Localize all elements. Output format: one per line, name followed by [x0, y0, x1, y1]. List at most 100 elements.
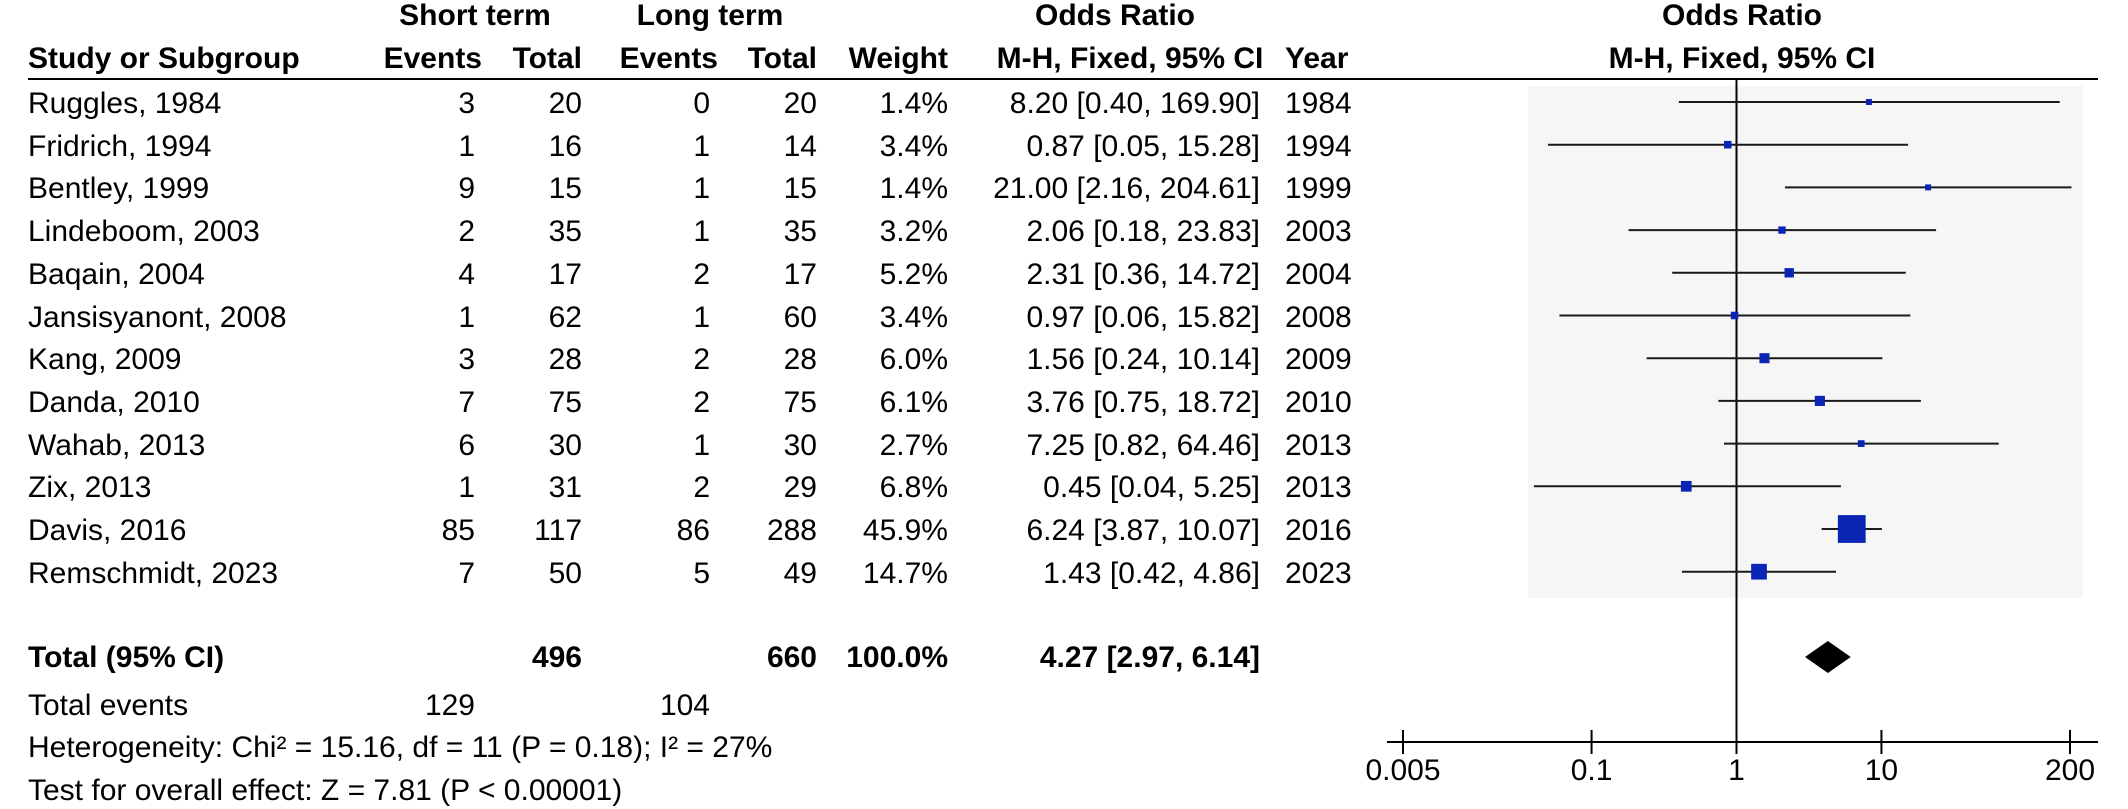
total-n2: 660 [766, 641, 817, 674]
total1-cell: 16 [548, 129, 582, 163]
year-cell: 2004 [1285, 257, 1352, 291]
events2-cell: 2 [693, 343, 710, 377]
total1-cell: 50 [548, 556, 582, 590]
events1-cell: 3 [458, 87, 475, 120]
total-events-e2: 104 [659, 689, 710, 722]
ci-text-cell: 7.25 [0.82, 64.46] [1026, 428, 1260, 462]
weight-cell: 14.7% [862, 556, 948, 590]
total2-cell: 17 [783, 257, 817, 291]
total-weight: 100.0% [846, 641, 948, 674]
weight-cell: 6.8% [879, 471, 948, 505]
total2-cell: 30 [783, 428, 817, 462]
study-name: Lindeboom, 2003 [28, 215, 260, 249]
events2-cell: 1 [693, 172, 710, 206]
events1-cell: 1 [458, 129, 475, 163]
study-name: Davis, 2016 [28, 514, 187, 547]
weight-cell: 3.4% [879, 300, 948, 334]
plot-method-header: M-H, Fixed, 95% CI [1608, 42, 1876, 75]
weight-cell: 1.4% [879, 87, 948, 120]
events2-cell: 1 [693, 129, 710, 163]
total1-cell: 17 [548, 257, 582, 291]
year-cell: 2009 [1285, 343, 1352, 377]
study-name: Baqain, 2004 [28, 257, 205, 291]
events2-cell: 5 [693, 556, 710, 590]
total1-cell: 28 [548, 343, 582, 377]
total2-cell: 49 [783, 556, 817, 590]
events2-cell: 1 [693, 300, 710, 334]
events1-cell: 4 [458, 257, 475, 291]
total1-cell: 31 [548, 471, 582, 505]
ci-text-cell: 0.97 [0.06, 15.82] [1026, 300, 1260, 334]
total1-column-header: Total [512, 42, 582, 75]
study-name: Jansisyanont, 2008 [28, 300, 287, 334]
events2-cell: 1 [693, 215, 710, 249]
weight-cell: 45.9% [862, 514, 948, 547]
total-ci-text: 4.27 [2.97, 6.14] [1039, 641, 1260, 674]
x-tick-label: 1 [1728, 754, 1745, 787]
study-marker [1759, 353, 1770, 364]
study-marker [1784, 268, 1794, 278]
study-name: Remschmidt, 2023 [28, 556, 279, 590]
total2-cell: 29 [783, 471, 817, 505]
events2-cell: 2 [693, 257, 710, 291]
events1-cell: 7 [458, 385, 475, 419]
study-marker [1778, 226, 1786, 234]
study-marker [1723, 140, 1732, 149]
total1-cell: 35 [548, 215, 582, 249]
study-name: Wahab, 2013 [28, 428, 206, 462]
total2-cell: 15 [783, 172, 817, 206]
overall-effect-text: Test for overall effect: Z = 7.81 (P < 0… [28, 774, 623, 807]
x-tick-label: 10 [1865, 754, 1898, 787]
study-marker [1925, 184, 1932, 191]
events2-cell: 86 [676, 514, 710, 547]
heterogeneity-text: Heterogeneity: Chi² = 15.16, df = 11 (P … [28, 731, 773, 764]
ci-text-cell: 0.45 [0.04, 5.25] [1043, 471, 1260, 505]
events1-cell: 2 [458, 215, 475, 249]
events1-cell: 7 [458, 556, 475, 590]
total-events-e1: 129 [424, 689, 475, 722]
method-column-header: M-H, Fixed, 95% CI [996, 42, 1264, 75]
ci-text-cell: 8.20 [0.40, 169.90] [1009, 87, 1260, 120]
study-marker [1837, 515, 1866, 543]
ci-text-cell: 1.43 [0.42, 4.86] [1043, 556, 1260, 590]
x-tick-label: 200 [2045, 754, 2095, 787]
weight-cell: 1.4% [879, 172, 948, 206]
weight-cell: 3.2% [879, 215, 948, 249]
total2-cell: 28 [783, 343, 817, 377]
study-marker [1814, 395, 1825, 406]
study-name: Fridrich, 1994 [28, 129, 212, 163]
events1-cell: 6 [458, 428, 475, 462]
study-name: Bentley, 1999 [28, 172, 210, 206]
study-marker [1857, 440, 1865, 447]
ci-text-cell: 2.06 [0.18, 23.83] [1026, 215, 1260, 249]
total1-cell: 15 [548, 172, 582, 206]
year-cell: 2008 [1285, 300, 1352, 334]
study-name: Zix, 2013 [28, 471, 152, 505]
year-cell: 2023 [1285, 556, 1352, 590]
events2-cell: 2 [693, 471, 710, 505]
ci-text-cell: 21.00 [2.16, 204.61] [993, 172, 1260, 206]
year-cell: 2010 [1285, 385, 1352, 419]
events2-column-header: Events [619, 42, 718, 75]
weight-column-header: Weight [848, 42, 948, 75]
weight-cell: 5.2% [879, 257, 948, 291]
total2-cell: 288 [766, 514, 817, 547]
study-column-header: Study or Subgroup [28, 42, 300, 75]
ci-text-cell: 0.87 [0.05, 15.28] [1026, 129, 1260, 163]
study-marker [1751, 563, 1767, 580]
year-cell: 2013 [1285, 428, 1352, 462]
year-cell: 2013 [1285, 471, 1352, 505]
study-marker [1680, 480, 1692, 492]
total2-cell: 14 [783, 129, 817, 163]
weight-cell: 6.1% [879, 385, 948, 419]
total1-cell: 30 [548, 428, 582, 462]
group1-header: Short term [399, 0, 551, 32]
year-cell: 1999 [1285, 172, 1352, 206]
total-events-label: Total events [28, 689, 189, 722]
weight-cell: 2.7% [879, 428, 948, 462]
weight-cell: 3.4% [879, 129, 948, 163]
ci-text-cell: 3.76 [0.75, 18.72] [1026, 385, 1260, 419]
total2-cell: 75 [783, 385, 817, 419]
